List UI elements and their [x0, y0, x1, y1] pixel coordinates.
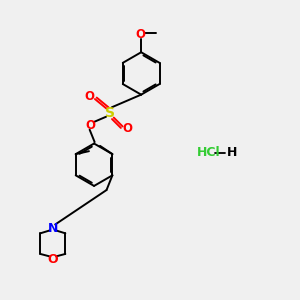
Text: HCl: HCl [197, 146, 221, 159]
Text: O: O [47, 253, 58, 266]
Text: O: O [136, 28, 146, 41]
Text: H: H [226, 146, 237, 159]
Text: S: S [105, 106, 115, 120]
Text: O: O [84, 90, 94, 103]
Text: N: N [48, 221, 58, 235]
Text: O: O [122, 122, 132, 135]
Text: O: O [85, 119, 95, 132]
